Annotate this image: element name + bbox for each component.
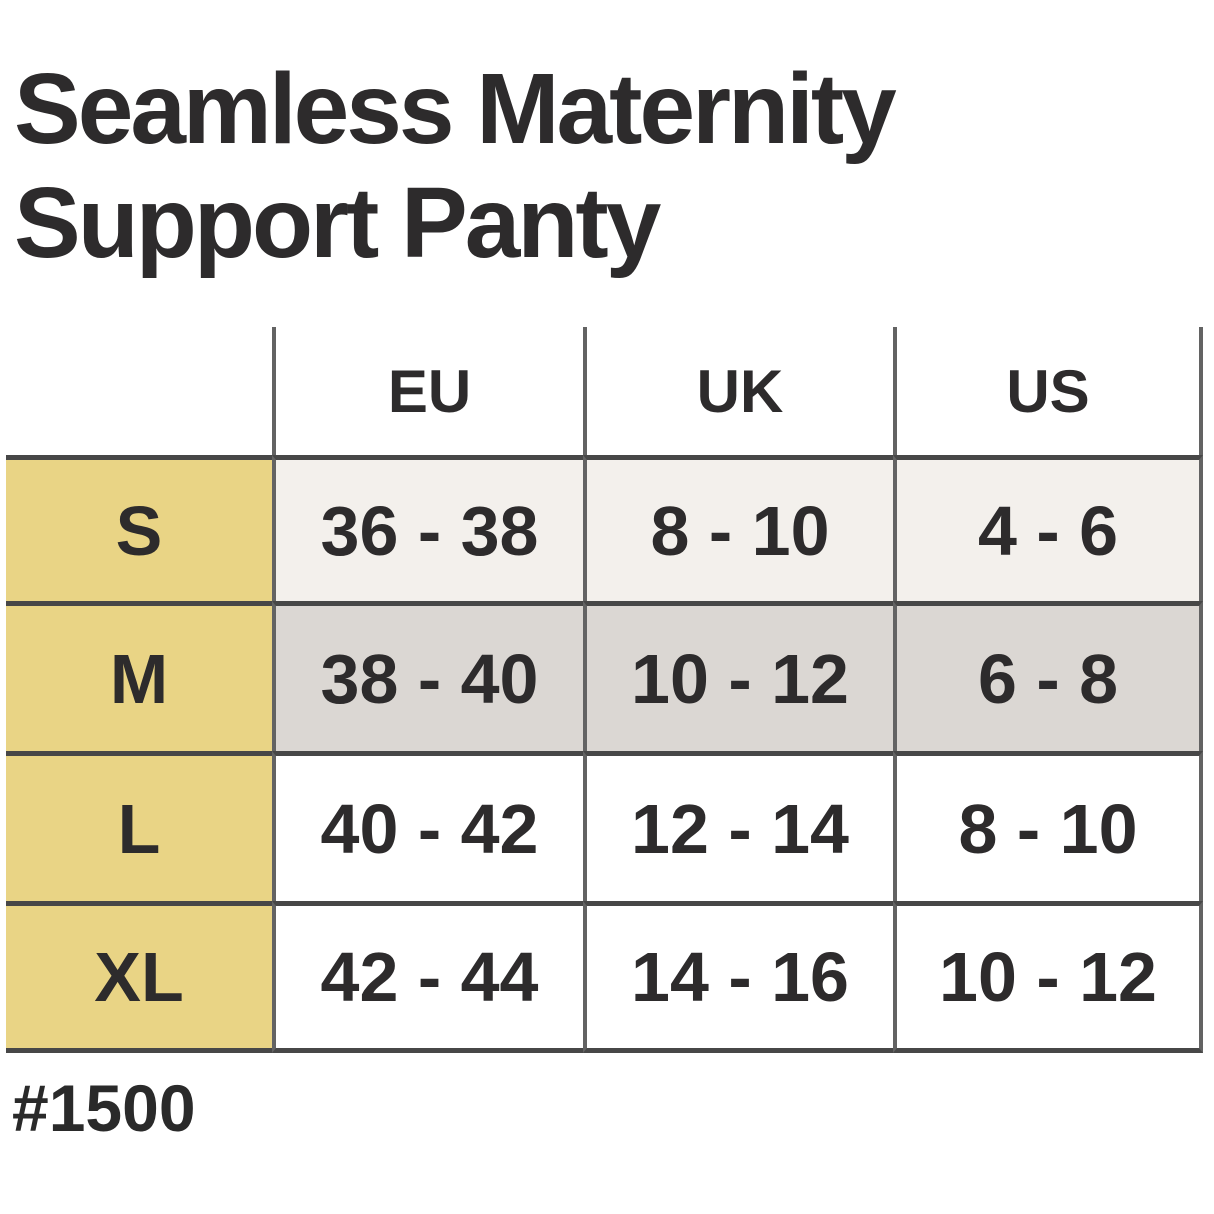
size-label-m: M xyxy=(6,601,272,751)
page-title: Seamless Maternity Support Panty xyxy=(14,52,897,280)
column-header-eu: EU xyxy=(272,327,583,455)
size-label-xl: XL xyxy=(6,901,272,1053)
page-title-line-2: Support Panty xyxy=(14,167,661,279)
cell-m-eu: 38 - 40 xyxy=(272,601,583,751)
size-chart-table: EU UK US S 36 - 38 8 - 10 4 - 6 M 38 - 4… xyxy=(6,327,1203,1053)
cell-s-eu: 36 - 38 xyxy=(272,455,583,601)
cell-l-uk: 12 - 14 xyxy=(583,751,893,901)
cell-xl-uk: 14 - 16 xyxy=(583,901,893,1053)
table-corner-cell xyxy=(6,327,272,455)
size-label-l: L xyxy=(6,751,272,901)
cell-m-uk: 10 - 12 xyxy=(583,601,893,751)
cell-xl-us: 10 - 12 xyxy=(893,901,1203,1053)
cell-m-us: 6 - 8 xyxy=(893,601,1203,751)
cell-l-us: 8 - 10 xyxy=(893,751,1203,901)
cell-s-us: 4 - 6 xyxy=(893,455,1203,601)
product-code: #1500 xyxy=(12,1071,196,1145)
page-title-line-1: Seamless Maternity xyxy=(14,53,897,165)
size-label-s: S xyxy=(6,455,272,601)
column-header-us: US xyxy=(893,327,1203,455)
cell-l-eu: 40 - 42 xyxy=(272,751,583,901)
cell-xl-eu: 42 - 44 xyxy=(272,901,583,1053)
column-header-uk: UK xyxy=(583,327,893,455)
cell-s-uk: 8 - 10 xyxy=(583,455,893,601)
